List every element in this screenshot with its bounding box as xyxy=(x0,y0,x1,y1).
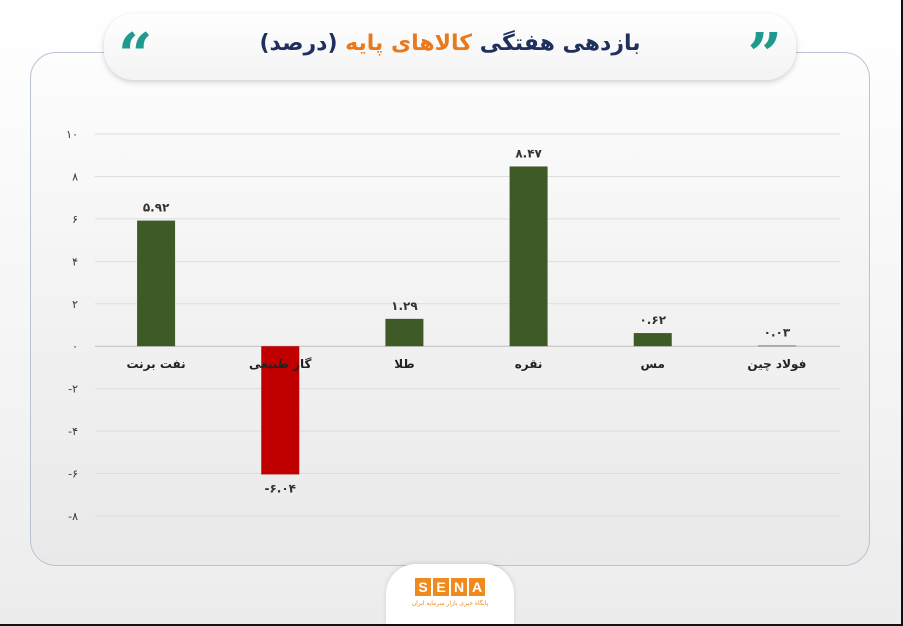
category-label: مس xyxy=(641,357,665,371)
logo-letter: N xyxy=(451,578,467,596)
data-label: ۵.۹۲ xyxy=(143,201,170,215)
y-tick-label: ۴ xyxy=(72,255,78,268)
bar xyxy=(757,345,796,347)
title-banner: “ بازدهی هفتگی کالاهای پایه (درصد) ” xyxy=(104,14,796,86)
category-label: گاز طبیعی xyxy=(249,357,312,371)
y-tick-label: -۲ xyxy=(68,383,78,396)
right-quote-icon: ” xyxy=(747,21,782,91)
sena-logo: S E N A xyxy=(415,578,485,596)
page-title: بازدهی هفتگی کالاهای پایه (درصد) xyxy=(104,31,796,56)
data-label: ۱.۲۹ xyxy=(391,299,418,313)
y-axis-ticks: ۱۰ ۸ ۶ ۴ ۲ ۰ -۲ -۴ -۶ -۸ xyxy=(66,128,78,523)
category-label: فولاد چین xyxy=(747,357,806,372)
data-labels: ۵.۹۲ -۶.۰۴ ۱.۲۹ ۸.۴۷ ۰.۶۲ ۰.۰۳ xyxy=(143,146,791,495)
y-tick-label: ۶ xyxy=(72,213,78,226)
left-quote-icon: “ xyxy=(118,21,153,91)
title-part-1: بازدهی هفتگی xyxy=(479,31,641,56)
grid-lines xyxy=(95,133,840,517)
data-label: ۰.۶۲ xyxy=(639,313,666,327)
category-labels: نفت برنت گاز طبیعی طلا نقره مس فولاد چین xyxy=(126,357,806,372)
bar xyxy=(385,318,424,347)
y-tick-label: ۸ xyxy=(72,170,78,183)
y-tick-label: -۸ xyxy=(68,510,78,523)
y-tick-label: -۶ xyxy=(68,468,78,481)
category-label: نفت برنت xyxy=(126,357,185,371)
y-tick-label: ۰ xyxy=(72,340,78,353)
logo-subtitle: پایگاه خبری بازار سرمایه ایران xyxy=(411,600,489,607)
data-label: ۰.۰۳ xyxy=(764,326,791,340)
logo-letter: A xyxy=(469,578,485,596)
y-tick-label: ۲ xyxy=(72,298,78,311)
bar xyxy=(633,333,672,347)
logo-letter: E xyxy=(433,578,449,596)
title-highlight: کالاهای پایه xyxy=(345,31,473,56)
category-label: نقره xyxy=(515,357,543,371)
data-label: ۸.۴۷ xyxy=(515,146,542,160)
title-part-3: (درصد) xyxy=(259,31,338,56)
logo-container: S E N A پایگاه خبری بازار سرمایه ایران xyxy=(386,564,514,624)
logo-letter: S xyxy=(415,578,431,596)
data-label: -۶.۰۴ xyxy=(264,481,296,495)
y-tick-label: -۴ xyxy=(68,425,78,438)
bar xyxy=(261,346,300,475)
bar xyxy=(509,166,548,347)
bar xyxy=(137,220,176,347)
y-tick-label: ۱۰ xyxy=(66,128,78,141)
bars xyxy=(137,166,796,475)
category-label: طلا xyxy=(394,357,414,371)
